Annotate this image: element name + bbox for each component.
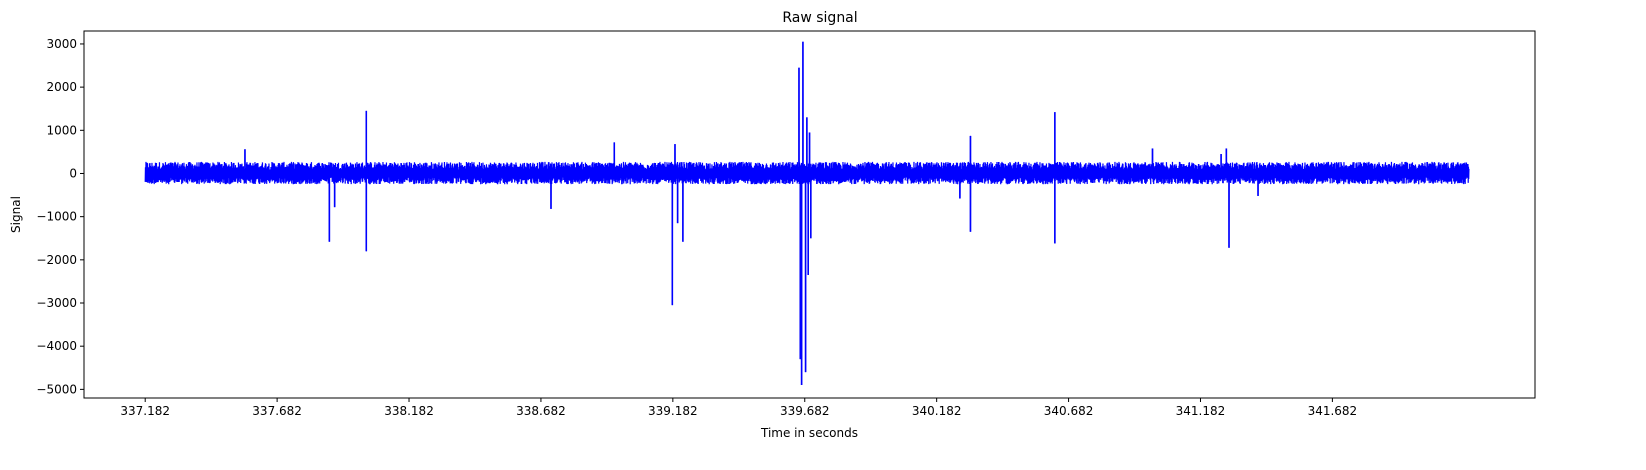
x-axis-label: Time in seconds bbox=[760, 426, 858, 440]
y-tick-label: −5000 bbox=[36, 382, 77, 396]
signal-line bbox=[144, 41, 1470, 386]
x-tick-label: 341.682 bbox=[1308, 404, 1358, 418]
y-tick-label: −4000 bbox=[36, 339, 77, 353]
x-tick-label: 340.182 bbox=[912, 404, 962, 418]
y-tick-label: 3000 bbox=[46, 37, 77, 51]
y-tick-label: 1000 bbox=[46, 123, 77, 137]
x-tick-label: 338.682 bbox=[516, 404, 566, 418]
y-tick-label: −2000 bbox=[36, 253, 77, 267]
y-tick-label: −3000 bbox=[36, 296, 77, 310]
x-tick-label: 341.182 bbox=[1176, 404, 1226, 418]
plot-area bbox=[144, 41, 1470, 386]
y-tick-label: 2000 bbox=[46, 80, 77, 94]
x-tick-label: 339.682 bbox=[780, 404, 830, 418]
x-tick-label: 340.682 bbox=[1044, 404, 1094, 418]
y-tick-label: 0 bbox=[69, 166, 77, 180]
y-axis-label: Signal bbox=[9, 196, 23, 233]
x-tick-label: 339.182 bbox=[648, 404, 698, 418]
plot-frame bbox=[83, 30, 1536, 399]
x-tick-label: 337.182 bbox=[120, 404, 170, 418]
y-tick-label: −1000 bbox=[36, 210, 77, 224]
x-tick-label: 338.182 bbox=[384, 404, 434, 418]
y-axis: 3000 2000 1000 0 −1000 −2000 −3000 −4000 −5000 bbox=[36, 37, 84, 396]
chart-title: Raw signal bbox=[782, 10, 857, 26]
x-axis: 337.182 337.682 338.182 338.682 339.182 339.6… bbox=[120, 398, 1357, 418]
x-tick-label: 337.682 bbox=[252, 404, 302, 418]
